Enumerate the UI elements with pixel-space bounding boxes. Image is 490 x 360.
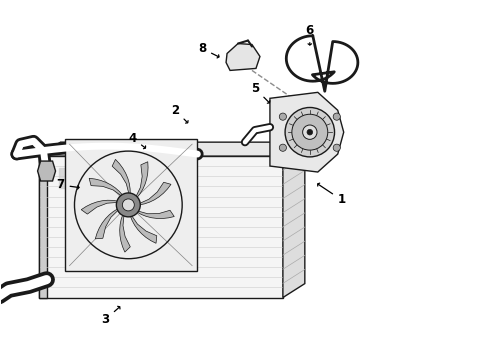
Polygon shape xyxy=(39,142,305,156)
Polygon shape xyxy=(112,159,130,194)
Text: 3: 3 xyxy=(101,306,120,326)
Polygon shape xyxy=(95,209,119,239)
Polygon shape xyxy=(58,168,123,188)
Circle shape xyxy=(285,108,335,157)
Circle shape xyxy=(333,113,341,120)
Circle shape xyxy=(279,113,287,120)
Polygon shape xyxy=(39,156,47,298)
Text: 5: 5 xyxy=(251,82,270,103)
Polygon shape xyxy=(65,139,197,271)
Polygon shape xyxy=(81,200,118,214)
Circle shape xyxy=(279,144,287,151)
Circle shape xyxy=(122,199,134,211)
Polygon shape xyxy=(120,215,130,252)
Circle shape xyxy=(307,129,313,135)
Circle shape xyxy=(292,114,328,150)
Polygon shape xyxy=(38,161,55,181)
Polygon shape xyxy=(130,215,157,243)
Text: 8: 8 xyxy=(198,42,219,58)
Polygon shape xyxy=(283,142,305,298)
Text: 7: 7 xyxy=(56,179,79,192)
Text: 4: 4 xyxy=(128,132,146,149)
Text: 1: 1 xyxy=(318,183,346,206)
Circle shape xyxy=(116,193,140,217)
Polygon shape xyxy=(270,92,343,172)
Circle shape xyxy=(333,144,341,151)
Polygon shape xyxy=(39,156,283,298)
Polygon shape xyxy=(89,178,123,196)
Polygon shape xyxy=(136,162,148,198)
Polygon shape xyxy=(137,210,174,219)
Text: 2: 2 xyxy=(171,104,188,123)
Polygon shape xyxy=(226,44,260,71)
Text: 6: 6 xyxy=(306,24,314,45)
Circle shape xyxy=(303,125,317,139)
Polygon shape xyxy=(139,182,171,205)
